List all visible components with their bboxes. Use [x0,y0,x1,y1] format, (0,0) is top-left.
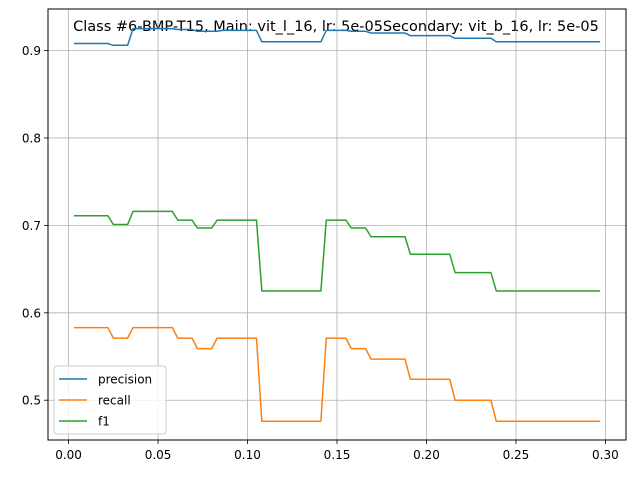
y-tick-label: 0.9 [22,44,41,58]
series-lines [73,27,601,422]
legend-label-precision: precision [98,373,152,387]
series-line-precision [73,27,601,47]
x-tick-label: 0.20 [413,448,440,462]
y-tick-label: 0.7 [22,219,41,233]
x-tick-label: 0.00 [55,448,82,462]
x-tick-label: 0.05 [145,448,172,462]
series-line-recall [73,326,601,422]
legend-box [53,365,167,435]
legend-label-f1: f1 [98,415,110,429]
x-tick-label: 0.15 [324,448,351,462]
y-tick-label: 0.6 [22,306,41,320]
y-tick-label: 0.5 [22,394,41,408]
legend-label-recall: recall [98,394,131,408]
x-axis: 0.00 0.05 0.10 0.15 0.20 0.25 0.30 [55,440,619,462]
chart-title: Class #6-BMP-T15, Main: vit_l_16, lr: 5e… [73,19,599,35]
y-tick-label: 0.8 [22,131,41,145]
legend: precision recall f1 [53,365,167,435]
y-axis: 0.5 0.6 0.7 0.8 0.9 [22,44,48,408]
x-tick-label: 0.30 [592,448,619,462]
x-tick-label: 0.10 [234,448,261,462]
x-tick-label: 0.25 [503,448,530,462]
series-line-f1 [73,210,601,292]
